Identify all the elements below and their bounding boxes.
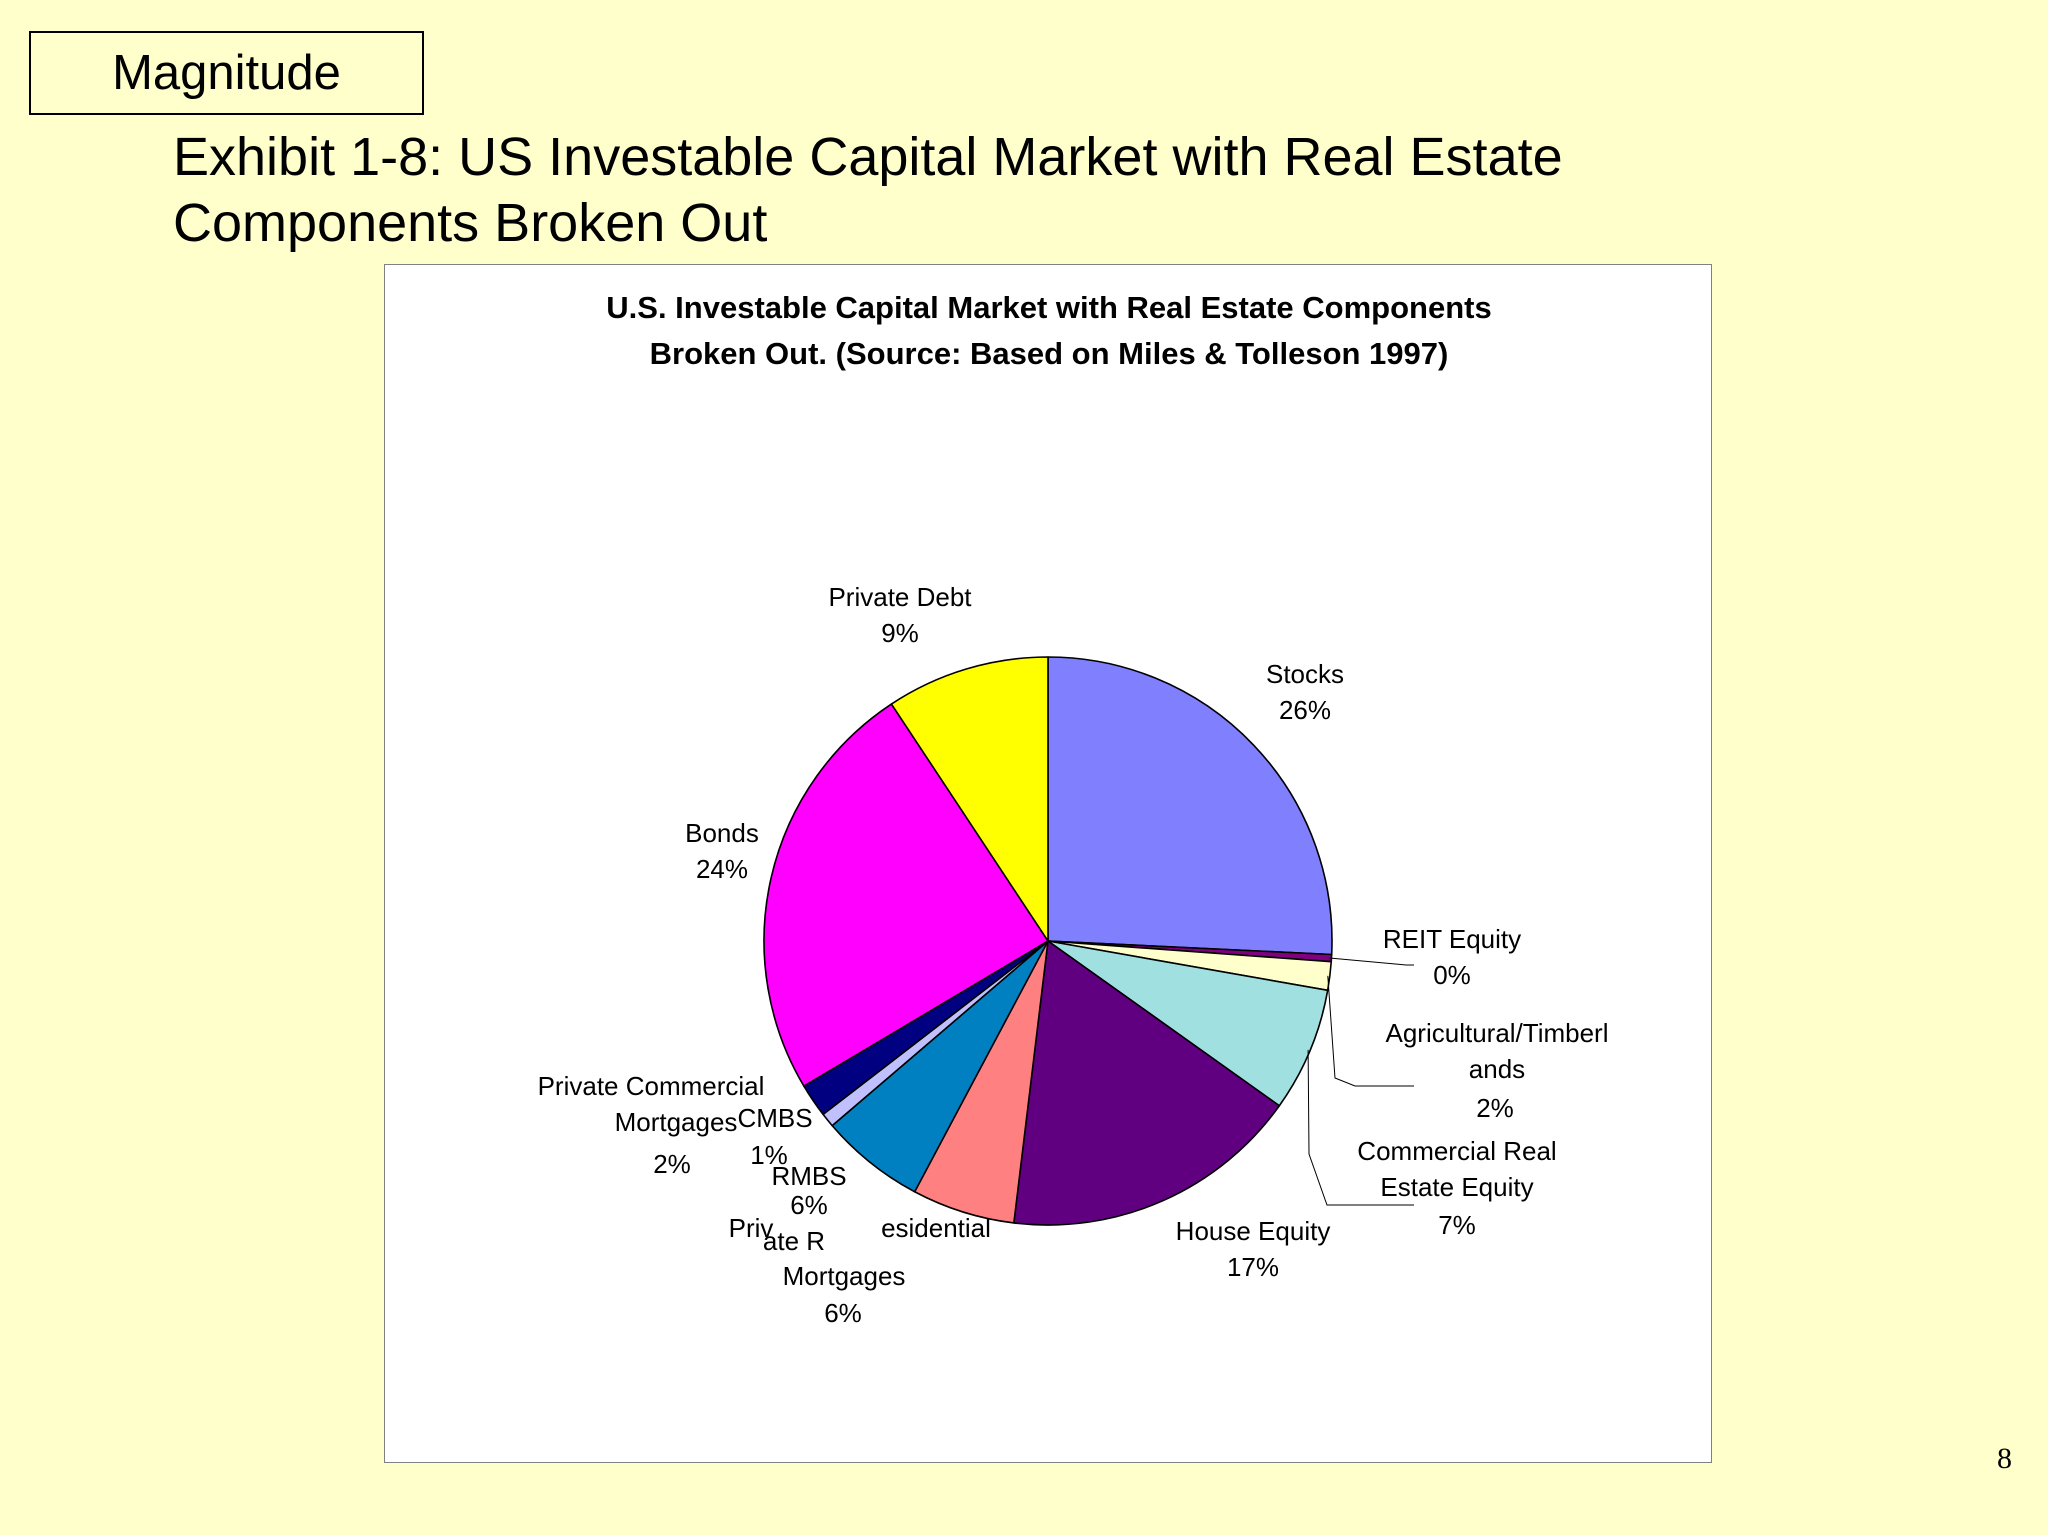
slice-label-line: Mortgages bbox=[615, 1107, 738, 1137]
slice-label-line: RMBS bbox=[771, 1161, 846, 1191]
slice-label-line: Stocks bbox=[1266, 659, 1344, 689]
slice-label-line: Mortgages bbox=[783, 1261, 906, 1291]
slice-label-reit-equity: REIT Equity 0% bbox=[1383, 924, 1521, 990]
leader-line-commercial-real-estate-equity bbox=[1307, 1049, 1414, 1206]
pie-slice-commercial-real-estate-equity bbox=[1047, 940, 1329, 1107]
chart-title-line-1: U.S. Investable Capital Market with Real… bbox=[606, 290, 1491, 325]
slice-label-line: 6% bbox=[790, 1190, 828, 1220]
slice-label-cmbs: CMBS 1% bbox=[737, 1103, 812, 1170]
slice-label-line: 1% bbox=[750, 1140, 788, 1170]
slice-label-line: 2% bbox=[1476, 1093, 1514, 1123]
slice-label-line: Private Commercial bbox=[538, 1071, 765, 1101]
slice-label-line: 6% bbox=[824, 1298, 862, 1328]
slice-label-commercial-real-estate-equity: Commercial Real Estate Equity 7% bbox=[1357, 1136, 1556, 1240]
slice-label-line: ands bbox=[1469, 1054, 1525, 1084]
slide-title-line-1: Exhibit 1-8: US Investable Capital Marke… bbox=[173, 127, 1563, 187]
section-tag: Magnitude bbox=[29, 31, 424, 115]
slice-label-bonds: Bonds 24% bbox=[685, 818, 759, 884]
slice-label-line: esidential bbox=[881, 1213, 991, 1243]
slice-label-agricultural-timberlands: Agricultural/Timberl ands 2% bbox=[1386, 1018, 1609, 1123]
slice-label-line: 0% bbox=[1433, 960, 1471, 990]
slice-label-line: CMBS bbox=[737, 1103, 812, 1133]
slice-label-line: 2% bbox=[653, 1149, 691, 1179]
slice-label-line: House Equity bbox=[1176, 1216, 1331, 1246]
chart-title: U.S. Investable Capital Market with Real… bbox=[606, 290, 1491, 371]
slice-label-private-residential-mortgages: Private R esidential Mortgages 6% bbox=[729, 1213, 991, 1328]
slice-label-line: Commercial Real bbox=[1357, 1136, 1556, 1166]
leader-lines bbox=[1307, 957, 1414, 1206]
page-number: 8 bbox=[1997, 1442, 2012, 1475]
slice-labels: Stocks 26% REIT Equity 0% Agricultural/Timbe… bbox=[538, 582, 1609, 1328]
slice-label-line: 9% bbox=[881, 618, 919, 648]
slice-label-private-debt: Private Debt 9% bbox=[828, 582, 972, 648]
slice-label-line: Bonds bbox=[685, 818, 759, 848]
slice-label-stocks: Stocks 26% bbox=[1266, 659, 1344, 725]
leader-line-reit-equity bbox=[1329, 957, 1414, 966]
leader-line-agricultural-timberlands bbox=[1327, 975, 1414, 1087]
slide-title-line-2: Components Broken Out bbox=[173, 193, 768, 253]
slice-label-private-commercial-mortgages: Private Commercial Mortgages 2% bbox=[538, 1071, 765, 1179]
slice-label-line: 7% bbox=[1438, 1210, 1476, 1240]
pie-slice-house-equity bbox=[1013, 940, 1281, 1226]
chart-frame: U.S. Investable Capital Market with Real… bbox=[384, 264, 1712, 1463]
pie-slices bbox=[763, 656, 1333, 1226]
pie-slice-private-debt bbox=[890, 656, 1049, 942]
slice-label-line: 24% bbox=[696, 854, 748, 884]
slide-title: Exhibit 1-8: US Investable Capital Marke… bbox=[173, 124, 1813, 256]
slice-label-line: REIT Equity bbox=[1383, 924, 1521, 954]
slice-label-line: 17% bbox=[1227, 1252, 1279, 1282]
slice-label-line: Estate Equity bbox=[1380, 1172, 1533, 1202]
pie-slice-bonds bbox=[763, 703, 1049, 1087]
slice-label-line: ate R bbox=[763, 1226, 825, 1256]
slice-label-line: Agricultural/Timberl bbox=[1386, 1018, 1609, 1048]
slice-label-line: Private Debt bbox=[828, 582, 972, 612]
slice-label-line: Priv bbox=[729, 1213, 774, 1243]
chart-title-line-2: Broken Out. (Source: Based on Miles & To… bbox=[650, 336, 1449, 371]
slice-label-line: 26% bbox=[1279, 695, 1331, 725]
slice-label-house-equity: House Equity 17% bbox=[1176, 1216, 1331, 1282]
pie-slice-stocks bbox=[1047, 656, 1333, 956]
pie-chart: U.S. Investable Capital Market with Real… bbox=[538, 290, 1609, 1328]
